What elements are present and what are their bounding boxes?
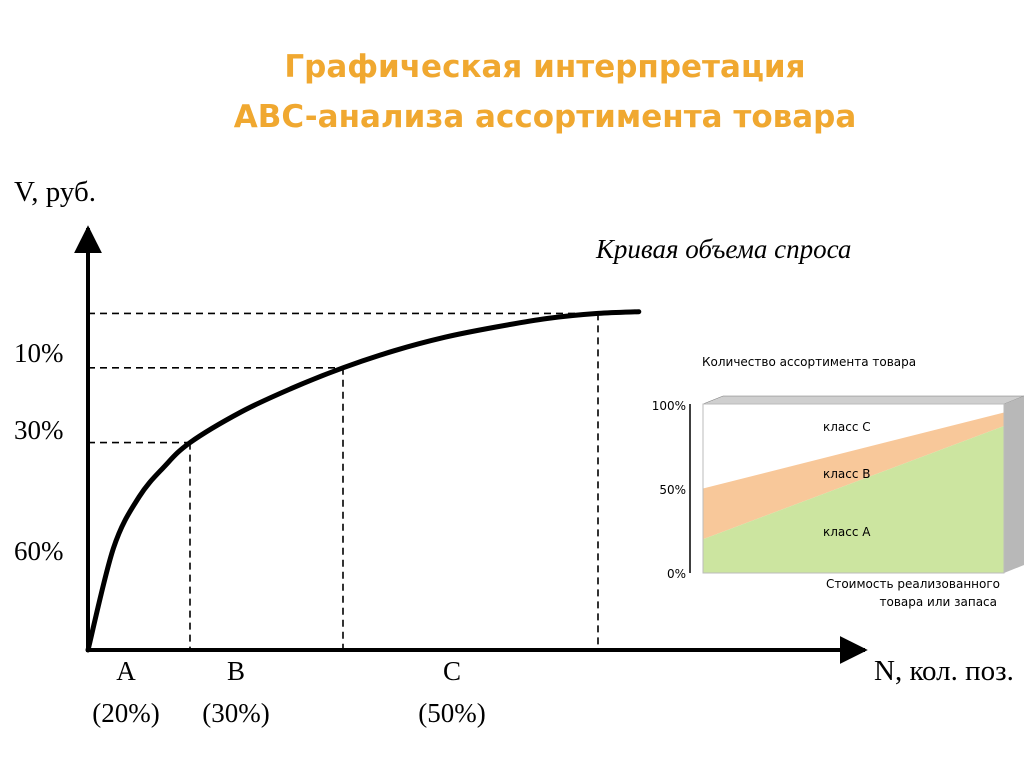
inset-series-label-b: класс В [823, 467, 871, 481]
y-axis-label: V, руб. [14, 176, 96, 208]
inset-chart: Количество ассортимента товара 100% 50% … [652, 355, 1024, 609]
class-share-b: (30%) [202, 698, 269, 728]
demand-curve [85, 309, 642, 653]
y-tick-label-10: 10% [14, 338, 64, 368]
x-axis-label: N, кол. поз. [874, 655, 1014, 687]
inset-plot-frame [702, 403, 1005, 574]
class-share-a: (20%) [92, 698, 159, 728]
class-label-b: B [227, 656, 245, 686]
inset-band-class-a [703, 426, 1004, 573]
title-line-1: Графическая интерпретация [284, 49, 806, 85]
title-line-2: ABC-анализа ассортимента товара [233, 99, 857, 135]
curve-label: Кривая объема спроса [595, 234, 851, 264]
inset-series-label-c: класс С [823, 420, 871, 434]
inset-band-class-c [703, 404, 1004, 489]
inset-tick-0: 0% [667, 567, 686, 581]
class-label-c: C [443, 656, 461, 686]
inset-y-label: Количество ассортимента товара [702, 355, 916, 369]
inset-top-face [702, 395, 1024, 405]
inset-tick-100: 100% [652, 399, 686, 413]
class-label-a: A [116, 656, 136, 686]
y-tick-label-30: 30% [14, 415, 64, 445]
y-tick-label-60: 60% [14, 536, 64, 566]
class-share-c: (50%) [418, 698, 485, 728]
inset-x-label: Стоимость реализованного товара или запас… [826, 577, 1000, 609]
inset-band-class-b [703, 412, 1004, 540]
slide-title: Графическая интерпретация ABC-анализа ас… [0, 42, 1024, 142]
inset-tick-50: 50% [659, 483, 686, 497]
inset-series-label-a: класс А [823, 525, 871, 539]
inset-side-face [1004, 396, 1024, 573]
